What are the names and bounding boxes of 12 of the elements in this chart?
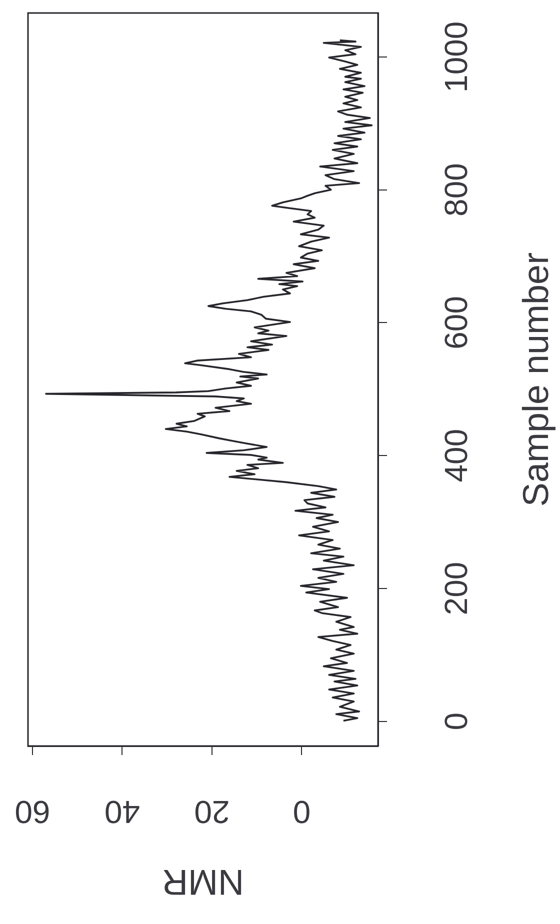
x-axis-title: NMR bbox=[162, 862, 244, 904]
x-tick-label: 60 bbox=[14, 794, 50, 830]
x-tick-label: 40 bbox=[104, 794, 140, 830]
y-tick-label: 600 bbox=[438, 296, 474, 350]
x-tick-label: 0 bbox=[292, 794, 311, 830]
y-axis-title: Sample number bbox=[514, 252, 556, 507]
y-tick-label: 400 bbox=[438, 428, 474, 482]
y-tick-label: 200 bbox=[438, 562, 474, 616]
y-tick-label: 1000 bbox=[438, 21, 474, 92]
y-tick-label: 0 bbox=[438, 712, 474, 730]
y-tick-label: 800 bbox=[438, 163, 474, 216]
x-tick-label: 20 bbox=[194, 794, 230, 830]
